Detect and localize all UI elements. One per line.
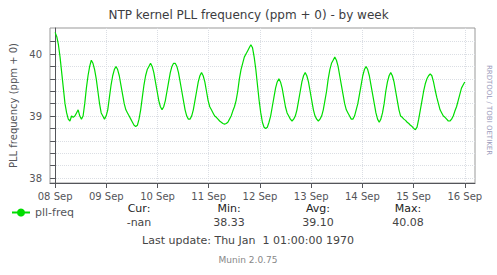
svg-text:39.10: 39.10	[302, 216, 334, 229]
svg-text:pll-freq: pll-freq	[35, 206, 74, 219]
svg-text:Last update: Thu Jan 1 01:00:: Last update: Thu Jan 1 01:00:00 1970	[142, 234, 354, 247]
svg-text:Munin 2.0.75: Munin 2.0.75	[219, 255, 278, 265]
svg-text:11 Sep: 11 Sep	[191, 191, 226, 202]
svg-text:38.33: 38.33	[213, 216, 245, 229]
svg-text:12 Sep: 12 Sep	[243, 191, 278, 202]
svg-text:40.08: 40.08	[392, 216, 424, 229]
svg-text:Min:: Min:	[217, 202, 240, 215]
svg-text:RRDTOOL / TOBI OETIKER: RRDTOOL / TOBI OETIKER	[485, 65, 493, 155]
svg-text:NTP kernel PLL frequency (ppm: NTP kernel PLL frequency (ppm + 0) - by …	[108, 8, 388, 22]
svg-text:09 Sep: 09 Sep	[89, 191, 124, 202]
svg-text:-nan: -nan	[127, 216, 152, 229]
svg-text:10 Sep: 10 Sep	[140, 191, 175, 202]
svg-text:Cur:: Cur:	[128, 202, 151, 215]
svg-text:PLL frequency (ppm + 0): PLL frequency (ppm + 0)	[8, 43, 19, 168]
svg-text:39: 39	[29, 111, 42, 122]
svg-text:16 Sep: 16 Sep	[447, 191, 482, 202]
svg-text:14 Sep: 14 Sep	[345, 191, 380, 202]
svg-text:15 Sep: 15 Sep	[396, 191, 431, 202]
svg-text:40: 40	[29, 49, 42, 60]
svg-text:38: 38	[29, 173, 42, 184]
svg-text:Max:: Max:	[395, 202, 421, 215]
svg-text:Avg:: Avg:	[306, 202, 330, 215]
svg-text:13 Sep: 13 Sep	[294, 191, 329, 202]
svg-text:08 Sep: 08 Sep	[38, 191, 73, 202]
